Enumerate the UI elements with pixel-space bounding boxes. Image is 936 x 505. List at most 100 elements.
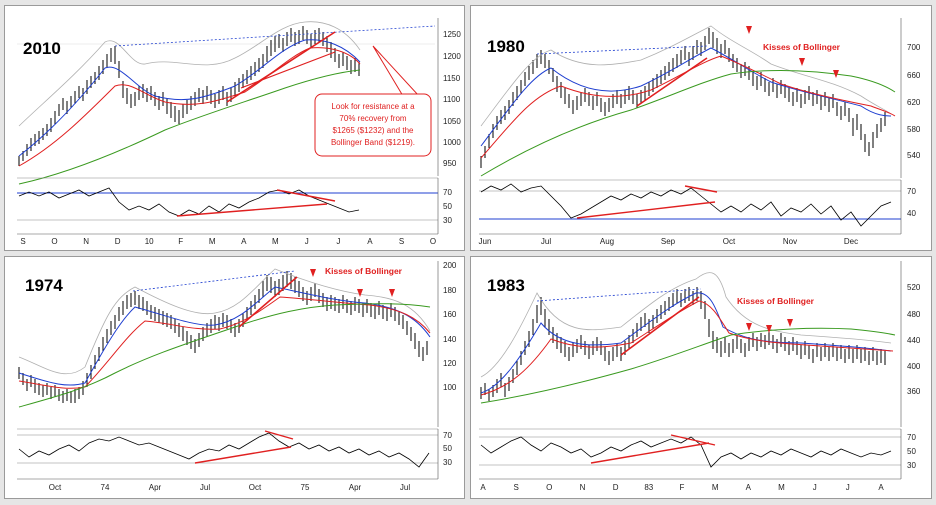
kiss-arrow-marker: [389, 289, 395, 297]
x-tick-label: N: [580, 483, 586, 492]
osc-trend-line: [590, 442, 710, 464]
x-tick-label: Sep: [661, 237, 676, 246]
oscillator-area: 70 50 30: [17, 428, 452, 479]
osc-trend-line: [276, 189, 336, 202]
trend-line: [226, 31, 336, 103]
chart-panel-1974: 200 180 160 140 120 100: [4, 256, 465, 499]
price-tick: 1250: [443, 30, 461, 39]
price-tick: 1050: [443, 117, 461, 126]
x-tick-label: O: [546, 483, 552, 492]
oscillator-line: [18, 187, 360, 217]
price-tick: 160: [443, 310, 457, 319]
ma-mid-line: [480, 300, 894, 396]
kiss-arrow-marker: [746, 26, 752, 34]
callout-line: 70% recovery from: [339, 114, 406, 123]
x-tick-label: Aug: [600, 237, 614, 246]
x-axis: Oct 74 Apr Jul Oct 75 Apr Jul: [49, 483, 411, 492]
osc-axis: 70 50 30: [443, 188, 452, 225]
kisses-label: Kisses of Bollinger: [763, 42, 841, 52]
price-tick: 660: [907, 71, 921, 80]
price-tick: 700: [907, 43, 921, 52]
osc-tick: 50: [443, 202, 452, 211]
kiss-arrows: [746, 319, 793, 333]
osc-tick: 40: [907, 209, 916, 218]
x-tick-label: D: [613, 483, 619, 492]
chart-svg-1974: 200 180 160 140 120 100: [17, 261, 457, 492]
x-tick-label: Jul: [200, 483, 210, 492]
x-tick-label: Apr: [149, 483, 162, 492]
price-tick: 400: [907, 362, 921, 371]
price-bars: [480, 287, 886, 401]
callout-line: Bollinger Band ($1219).: [331, 138, 415, 147]
resistance-line: [114, 25, 436, 47]
x-tick-label: Dec: [844, 237, 858, 246]
osc-tick: 70: [443, 188, 452, 197]
x-tick-label: J: [336, 237, 340, 246]
x-tick-label: 75: [301, 483, 310, 492]
price-bars: [18, 271, 428, 403]
osc-tick: 70: [443, 431, 452, 440]
x-tick-label: O: [430, 237, 436, 246]
upper-band-line: [18, 268, 431, 375]
kiss-arrows: [746, 26, 839, 78]
kiss-arrow-marker: [357, 289, 363, 297]
x-tick-label: M: [272, 237, 279, 246]
osc-tick: 30: [443, 458, 452, 467]
x-tick-label: J: [305, 237, 309, 246]
x-tick-label: F: [178, 237, 183, 246]
osc-axis: 70 40: [907, 187, 916, 218]
kiss-arrow-marker: [746, 323, 752, 331]
price-tick: 480: [907, 310, 921, 319]
osc-tick: 30: [907, 461, 916, 470]
ma-short-line: [18, 39, 361, 157]
x-tick-label: 10: [145, 237, 154, 246]
chart-year-label: 1983: [487, 276, 525, 295]
price-tick: 520: [907, 283, 921, 292]
x-tick-label: Oct: [249, 483, 262, 492]
oscillator-area: 70 50 30: [479, 428, 916, 479]
x-tick-label: S: [514, 483, 519, 492]
x-tick-label: Jul: [541, 237, 551, 246]
osc-trend-line: [194, 446, 292, 464]
oscillator-area: 70 40: [479, 179, 916, 234]
price-tick: 950: [443, 159, 457, 168]
price-bars: [18, 26, 360, 166]
x-tick-label: M: [778, 483, 785, 492]
x-tick-label: A: [878, 483, 884, 492]
x-tick-label: A: [746, 483, 752, 492]
oscillator-area: 70 50 30: [17, 177, 452, 234]
price-area: 200 180 160 140 120 100: [18, 261, 457, 427]
x-tick-label: M: [712, 483, 719, 492]
resistance-line: [536, 45, 708, 55]
price-area: 700 660 620 580 540: [480, 18, 921, 178]
x-tick-label: Oct: [49, 483, 62, 492]
x-tick-label: Jul: [400, 483, 410, 492]
ma-long-line: [480, 327, 896, 404]
osc-tick: 50: [907, 447, 916, 456]
price-tick: 1000: [443, 138, 461, 147]
price-tick: 120: [443, 359, 457, 368]
kiss-arrow-marker: [799, 58, 805, 66]
x-axis: A S O N D 83 F M A M J J A: [480, 483, 884, 492]
x-tick-label: O: [51, 237, 57, 246]
chart-svg-1980: 700 660 620 580 540: [479, 18, 921, 246]
price-area: 520 480 440 400 360: [480, 261, 921, 427]
price-tick: 580: [907, 125, 921, 134]
osc-trend-line: [684, 185, 718, 193]
osc-axis: 70 50 30: [907, 433, 916, 470]
callout-line: $1265 ($1232) and the: [333, 126, 415, 135]
x-tick-label: S: [20, 237, 25, 246]
price-tick: 1200: [443, 52, 461, 61]
osc-trend-line: [176, 203, 328, 217]
resistance-line: [132, 270, 296, 292]
x-tick-label: 83: [644, 483, 653, 492]
price-axis: 200 180 160 140 120 100: [443, 261, 457, 392]
x-axis: Jun Jul Aug Sep Oct Nov Dec: [479, 237, 859, 246]
chart-year-label: 1980: [487, 37, 525, 56]
trend-line: [620, 296, 700, 356]
oscillator-line: [480, 183, 892, 227]
osc-tick: 50: [443, 444, 452, 453]
upper-band-line: [480, 272, 892, 378]
oscillator-line: [480, 436, 892, 468]
price-bars: [480, 28, 886, 168]
